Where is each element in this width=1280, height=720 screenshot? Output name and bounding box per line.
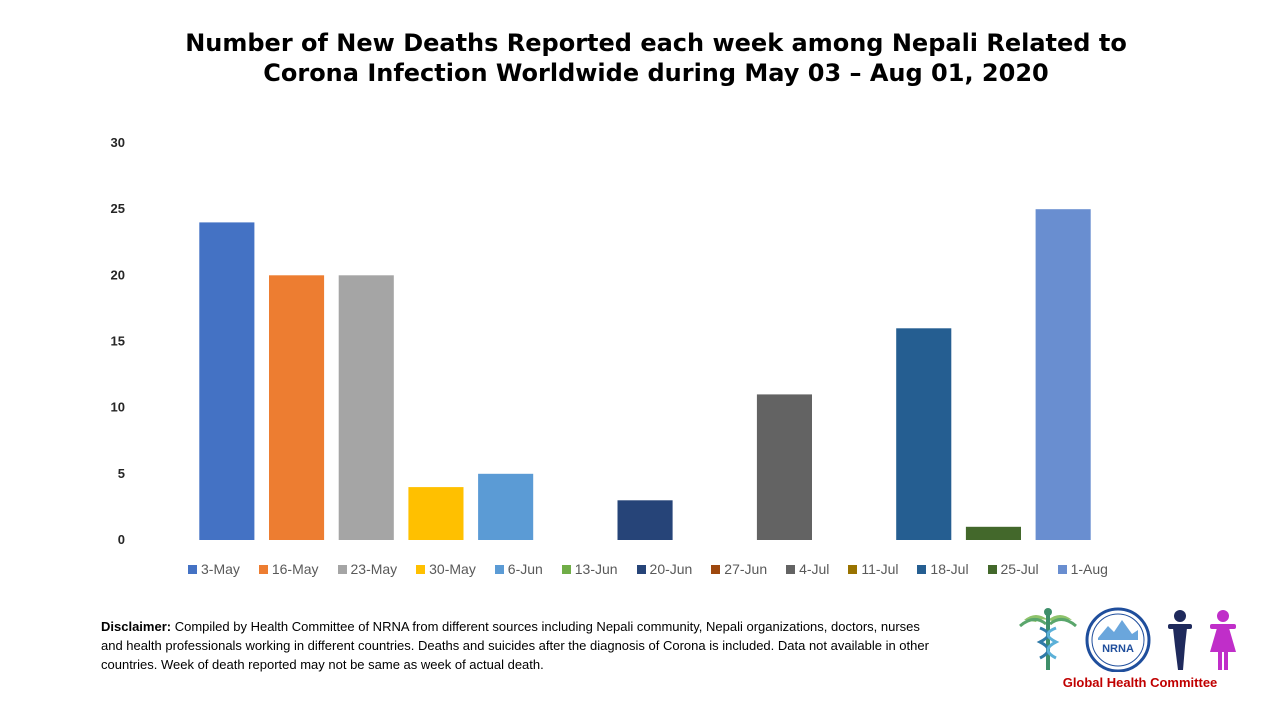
disclaimer: Disclaimer: Compiled by Health Committee… [101,617,931,674]
disclaimer-text: Compiled by Health Committee of NRNA fro… [101,619,929,672]
bar-23-may [338,275,394,540]
legend-swatch [987,564,997,574]
bar-4-jul [756,394,812,540]
chart-legend: 3-May 16-May 23-May 30-May 6-Jun 13-Jun 20-Jun… [188,560,1108,578]
legend-label: 16-May [271,561,319,577]
legend-swatch [636,564,646,574]
nrna-badge-label: NRNA [1102,643,1134,655]
y-tick-label: 25 [111,201,125,216]
legend-swatch [786,564,796,574]
bar-6-jun [478,473,534,540]
bar-chart: 0 5 10 15 20 25 30 [111,135,1091,547]
legend-item-25-jul: 25-Jul [987,561,1039,577]
legend-label: 25-Jul [1000,561,1039,577]
legend-label: 27-Jun [724,561,768,577]
bar-30-may [408,487,464,540]
legend-swatch [1057,564,1067,574]
legend-swatch [416,564,426,574]
female-figure-icon [1210,610,1236,670]
caduceus-icon [1019,608,1077,670]
bar-3-may [199,222,255,540]
legend-swatch [188,564,197,574]
legend-swatch [258,564,268,574]
chart-title-line-1: Number of New Deaths Reported each week … [185,29,1127,57]
legend-item-4-jul: 4-Jul [786,561,829,577]
y-tick-label: 10 [111,400,125,415]
legend-item-11-jul: 11-Jul [848,561,898,577]
bar-16-may [269,275,325,540]
legend-swatch [711,564,721,574]
chart-title: Number of New Deaths Reported each week … [140,28,1172,88]
legend-item-3-may: 3-May [188,561,240,577]
disclaimer-label: Disclaimer: [101,619,172,634]
legend-label: 13-Jun [574,561,618,577]
chart-title-line-2: Corona Infection Worldwide during May 03… [263,59,1049,87]
y-tick-label: 20 [111,267,125,282]
y-tick-label: 15 [111,334,125,349]
legend-label: 18-Jul [930,561,969,577]
y-tick-label: 5 [118,466,125,481]
legend-swatch [337,564,347,574]
legend-label: 20-Jun [649,561,693,577]
logo-caption: Global Health Committee [1062,675,1218,690]
legend-swatch [917,564,927,574]
legend-label: 23-May [350,561,398,577]
legend-label: 6-Jun [507,561,543,577]
legend-item-23-may: 23-May [337,561,398,577]
legend-item-18-jul: 18-Jul [917,561,969,577]
legend-swatch [494,564,504,574]
legend-label: 11-Jul [861,561,899,577]
legend-label: 4-Jul [799,561,830,577]
legend-item-30-may: 30-May [416,561,476,577]
bar-1-aug [1035,209,1091,540]
legend-label: 3-May [201,561,240,577]
legend-item-6-jun: 6-Jun [494,561,543,577]
legend-item-16-may: 16-May [258,561,319,577]
legend-item-20-jun: 20-Jun [636,561,693,577]
bar-18-jul [896,328,952,540]
legend-label: 1-Aug [1070,561,1108,577]
bar-20-jun [617,500,673,540]
bar-25-jul [965,526,1021,540]
legend-item-1-aug: 1-Aug [1057,561,1108,577]
bars-group [199,209,1091,540]
nrna-badge-icon: NRNA [1085,607,1151,673]
y-tick-label: 0 [118,532,125,547]
legend-label: 30-May [429,561,476,577]
y-axis: 0 5 10 15 20 25 30 [111,135,125,547]
legend-swatch [561,564,571,574]
nrna-logo-group: NRNA [1018,606,1250,696]
legend-item-27-jun: 27-Jun [711,561,767,577]
legend-item-13-jun: 13-Jun [561,561,618,577]
y-tick-label: 30 [111,135,125,150]
male-figure-icon [1168,610,1192,670]
legend-swatch [848,564,858,574]
